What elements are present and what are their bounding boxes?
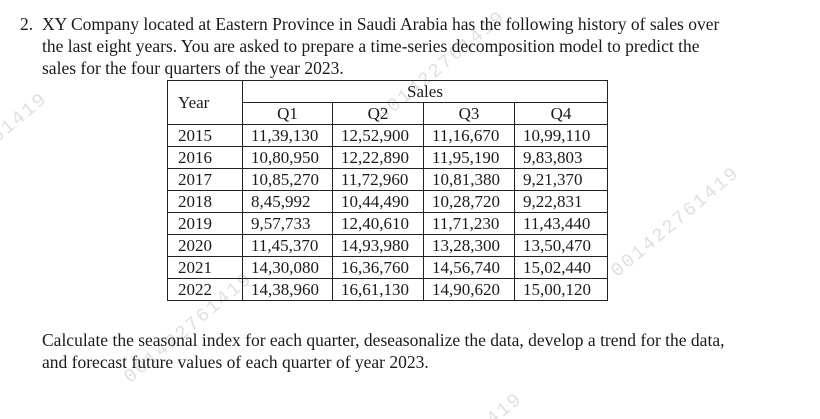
sales-value-cell: 11,71,230 (423, 212, 515, 235)
watermark-text: 001422761419 (606, 161, 745, 283)
table-row: 2021 14,30,080 16,36,760 14,56,740 15,02… (167, 256, 608, 279)
sales-value-cell: 9,83,803 (514, 146, 608, 169)
problem-text: XY Company located at Eastern Province i… (42, 13, 719, 79)
sales-value-cell: 15,00,120 (514, 278, 608, 301)
sales-value-cell: 10,99,110 (514, 124, 608, 147)
table-row: 2020 11,45,370 14,93,980 13,28,300 13,50… (167, 234, 608, 257)
sales-value-cell: 16,61,130 (332, 278, 424, 301)
year-cell: 2015 (167, 124, 243, 147)
sales-value-cell: 14,93,980 (332, 234, 424, 257)
watermark-text: 001422761419 (0, 87, 53, 209)
sales-value-cell: 9,22,831 (514, 190, 608, 213)
quarter-header-q2: Q2 (332, 102, 424, 125)
table-row: 2015 11,39,130 12,52,900 11,16,670 10,99… (167, 124, 608, 147)
problem-statement: 2. XY Company located at Eastern Provinc… (20, 13, 719, 79)
sales-value-cell: 12,40,610 (332, 212, 424, 235)
sales-table: Year Sales Q1 Q2 Q3 Q4 2015 11,39,130 12… (167, 80, 608, 301)
table-header-row: Year Sales (167, 80, 608, 125)
sales-value-cell: 10,80,950 (242, 146, 333, 169)
year-cell: 2017 (167, 168, 243, 191)
year-cell: 2019 (167, 212, 243, 235)
sales-value-cell: 10,28,720 (423, 190, 515, 213)
year-cell: 2016 (167, 146, 243, 169)
table-row: 2018 8,45,992 10,44,490 10,28,720 9,22,8… (167, 190, 608, 213)
quarter-header-q4: Q4 (514, 102, 608, 125)
task-instruction: Calculate the seasonal index for each qu… (42, 329, 724, 373)
sales-value-cell: 16,36,760 (332, 256, 424, 279)
year-cell: 2022 (167, 278, 243, 301)
table-row: 2022 14,38,960 16,61,130 14,90,620 15,00… (167, 278, 608, 301)
sales-value-cell: 14,30,080 (242, 256, 333, 279)
year-column-header: Year (167, 80, 243, 125)
sales-value-cell: 13,50,470 (514, 234, 608, 257)
sales-value-cell: 14,38,960 (242, 278, 333, 301)
task-line: and forecast future values of each quart… (42, 352, 429, 372)
sales-value-cell: 9,21,370 (514, 168, 608, 191)
sales-value-cell: 9,57,733 (242, 212, 333, 235)
sales-value-cell: 11,45,370 (242, 234, 333, 257)
sales-value-cell: 14,90,620 (423, 278, 515, 301)
sales-value-cell: 13,28,300 (423, 234, 515, 257)
table-row: 2016 10,80,950 12,22,890 11,95,190 9,83,… (167, 146, 608, 169)
task-line: Calculate the seasonal index for each qu… (42, 330, 725, 350)
sales-value-cell: 12,22,890 (332, 146, 424, 169)
sales-value-cell: 8,45,992 (242, 190, 333, 213)
watermark-text: 001422761419 (390, 388, 527, 419)
sales-value-cell: 11,39,130 (242, 124, 333, 147)
sales-value-cell: 14,56,740 (423, 256, 515, 279)
table-row: 2019 9,57,733 12,40,610 11,71,230 11,43,… (167, 212, 608, 235)
sales-value-cell: 15,02,440 (514, 256, 608, 279)
year-cell: 2020 (167, 234, 243, 257)
year-cell: 2018 (167, 190, 243, 213)
sales-value-cell: 12,52,900 (332, 124, 424, 147)
problem-line: the last eight years. You are asked to p… (42, 36, 700, 56)
sales-value-cell: 10,85,270 (242, 168, 333, 191)
sales-value-cell: 10,44,490 (332, 190, 424, 213)
year-cell: 2021 (167, 256, 243, 279)
sales-value-cell: 11,95,190 (423, 146, 515, 169)
sales-value-cell: 11,16,670 (423, 124, 515, 147)
problem-line: XY Company located at Eastern Province i… (42, 14, 720, 34)
quarter-header-q1: Q1 (242, 102, 333, 125)
sales-value-cell: 10,81,380 (423, 168, 515, 191)
problem-number: 2. (20, 14, 34, 34)
sales-value-cell: 11,72,960 (332, 168, 424, 191)
problem-line: sales for the four quarters of the year … (42, 58, 344, 78)
table-row: 2017 10,85,270 11,72,960 10,81,380 9,21,… (167, 168, 608, 191)
sales-value-cell: 11,43,440 (514, 212, 608, 235)
quarter-header-q3: Q3 (423, 102, 515, 125)
sales-header: Sales (242, 80, 608, 103)
